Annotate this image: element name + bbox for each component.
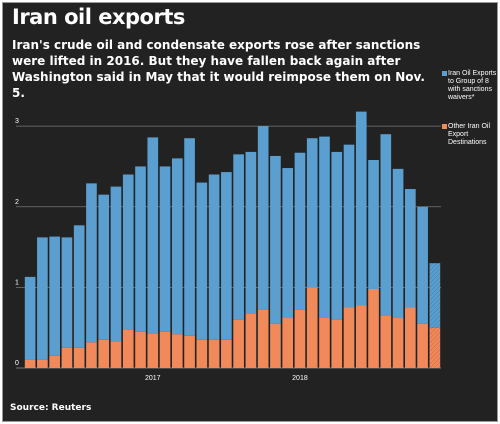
bar-other-8 — [110, 341, 122, 368]
x-tick-label-2017: 2017 — [145, 375, 161, 382]
bar-other-29 — [368, 288, 379, 368]
bar-other-10 — [135, 331, 146, 368]
bar-group-of-8-24 — [306, 138, 318, 288]
bar-other-6 — [86, 342, 97, 368]
bar-group-of-8-19 — [245, 151, 257, 314]
bar-other-2 — [37, 359, 48, 368]
bar-group-of-8-11 — [147, 137, 159, 334]
bar-other-24 — [306, 287, 318, 368]
bar-other-30 — [380, 315, 392, 368]
bar-other-20 — [257, 309, 269, 368]
bar-other-34 — [429, 327, 441, 368]
bar-other-5 — [73, 347, 85, 368]
bar-group-of-8-2 — [37, 237, 48, 360]
bar-group-of-8-4 — [61, 237, 73, 348]
bar-other-9 — [122, 329, 134, 368]
bar-other-14 — [184, 335, 195, 368]
bar-group-of-8-29 — [368, 159, 379, 289]
bar-group-of-8-28 — [355, 111, 367, 306]
bar-group-of-8-12 — [159, 166, 171, 332]
bar-other-28 — [355, 305, 367, 368]
bar-group-of-8-21 — [270, 155, 281, 324]
bar-group-of-8-23 — [294, 152, 306, 310]
legend-item-other-destinations: Other Iran Oil Export Destinations — [442, 123, 498, 147]
bar-group-of-8-32 — [405, 189, 416, 308]
bar-group-of-8-14 — [184, 138, 195, 336]
bar-group-of-8-18 — [233, 154, 244, 320]
bar-other-19 — [245, 313, 257, 368]
bar-group-of-8-13 — [171, 158, 183, 335]
bar-other-18 — [233, 319, 244, 368]
bar-group-of-8-33 — [417, 206, 428, 324]
bar-group-of-8-31 — [392, 168, 404, 319]
legend-label-other-destinations: Other Iran Oil Export Destinations — [448, 123, 491, 146]
y-tick-label-1: 1 — [15, 279, 19, 286]
bar-other-15 — [196, 339, 208, 368]
legend-label-group-of-8: Iran Oil Exports to Group of 8 with sanc… — [448, 70, 497, 101]
y-tick-label-2: 2 — [15, 199, 19, 206]
bar-group-of-8-15 — [196, 182, 208, 340]
bar-other-32 — [405, 307, 416, 368]
bar-group-of-8-17 — [221, 172, 232, 340]
bar-group-of-8-1 — [24, 276, 36, 360]
bar-other-21 — [270, 323, 281, 368]
bar-other-3 — [49, 355, 60, 368]
bar-group-of-8-5 — [73, 225, 85, 348]
x-tick-label-2018: 2018 — [292, 375, 308, 382]
source-note: Source: Reuters — [10, 403, 92, 413]
bar-group-of-8-7 — [98, 194, 110, 340]
y-tick-label-3: 3 — [15, 118, 19, 125]
bar-group-of-8-9 — [122, 174, 134, 330]
bar-other-31 — [392, 318, 404, 368]
bar-group-of-8-30 — [380, 134, 392, 316]
bar-other-33 — [417, 323, 428, 368]
bar-other-1 — [24, 359, 36, 368]
bar-group-of-8-25 — [319, 136, 330, 319]
bar-other-22 — [282, 318, 294, 368]
bar-other-17 — [221, 339, 232, 368]
legend-item-group-of-8: Iran Oil Exports to Group of 8 with sanc… — [442, 70, 498, 102]
bar-other-16 — [208, 339, 220, 368]
y-tick-label-0: 0 — [15, 360, 19, 367]
bar-other-7 — [98, 339, 110, 368]
chart-title: Iran oil exports — [12, 5, 185, 29]
bar-group-of-8-26 — [331, 151, 343, 320]
bar-other-11 — [147, 333, 159, 368]
bar-group-of-8-10 — [135, 166, 146, 332]
chart-subtitle: Iran's crude oil and condensate exports … — [12, 38, 425, 100]
bar-other-12 — [159, 331, 171, 368]
bar-group-of-8-34 — [429, 263, 441, 328]
bar-other-26 — [331, 319, 343, 368]
bar-other-27 — [343, 307, 355, 368]
bar-other-25 — [319, 318, 330, 368]
bar-group-of-8-22 — [282, 168, 294, 319]
bar-group-of-8-27 — [343, 144, 355, 308]
legend-swatch-blue — [442, 71, 447, 76]
bar-other-13 — [171, 334, 183, 368]
bar-group-of-8-16 — [208, 174, 220, 340]
bar-other-23 — [294, 309, 306, 368]
legend-swatch-orange — [442, 124, 447, 129]
bar-group-of-8-20 — [257, 126, 269, 310]
bar-other-4 — [61, 347, 73, 368]
bar-group-of-8-3 — [49, 236, 60, 356]
bar-group-of-8-8 — [110, 186, 122, 342]
bar-group-of-8-6 — [86, 183, 97, 343]
